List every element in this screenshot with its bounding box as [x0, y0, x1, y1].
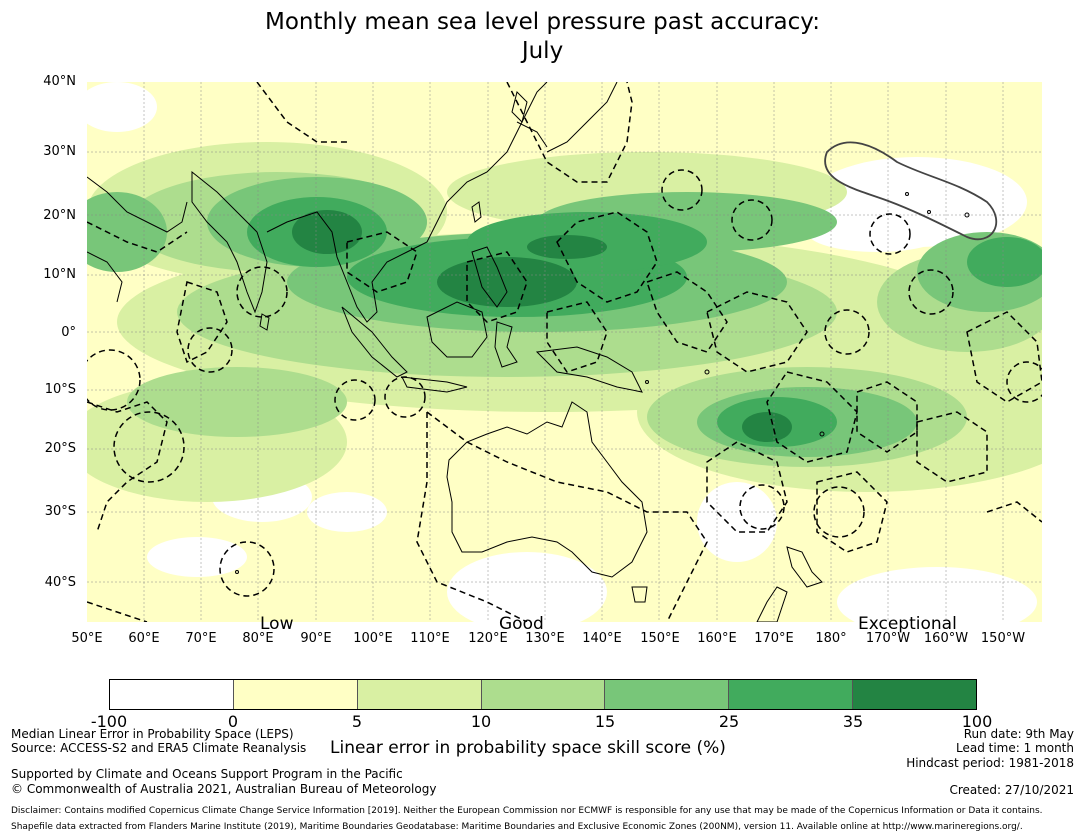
coastlines [87, 82, 970, 622]
lon-label-180: 180° [815, 631, 847, 646]
lon-label-140e: 140°E [582, 631, 622, 646]
lon-label-160e: 160°E [697, 631, 737, 646]
colorbar-tick: 10 [470, 712, 492, 731]
colorbar-segment [605, 680, 730, 709]
lon-label-50e: 50°E [71, 631, 103, 646]
colorbar-segment [481, 680, 606, 709]
lat-label-10n: 10°N [43, 267, 76, 282]
footer-method: Median Linear Error in Probability Space… [11, 727, 294, 741]
colorbar-segment [729, 680, 854, 709]
colorbar-tick: 100 [961, 712, 993, 731]
lon-label-90e: 90°E [300, 631, 332, 646]
run-date: Run date: 9th May [963, 727, 1074, 741]
eez-boundaries [87, 82, 1042, 622]
lon-label-100e: 100°E [353, 631, 393, 646]
colorbar [109, 679, 977, 710]
map-title-line2: July [521, 38, 564, 64]
lon-label-150e: 150°E [640, 631, 680, 646]
colorbar-segment [110, 680, 234, 709]
lat-label-0: 0° [61, 325, 76, 340]
band-label-good: Good [499, 614, 544, 634]
skill-map [87, 82, 1042, 622]
lon-label-60e: 60°E [128, 631, 160, 646]
lon-label-170w: 170°W [865, 631, 911, 646]
lon-label-80e: 80°E [242, 631, 274, 646]
colorbar-segment [233, 680, 358, 709]
colorbar-tick: 35 [842, 712, 864, 731]
lon-label-160w: 160°W [923, 631, 969, 646]
highlight-region-outline [824, 141, 998, 241]
colorbar-segment [853, 680, 977, 709]
lat-label-20n: 20°N [43, 208, 76, 223]
lat-label-30s: 30°S [44, 504, 76, 519]
colorbar-tick: 15 [594, 712, 616, 731]
colorbar-tick: 5 [351, 712, 363, 731]
lon-label-170e: 170°E [754, 631, 794, 646]
lat-label-10s: 10°S [44, 382, 76, 397]
colorbar-tick: 0 [227, 712, 239, 731]
lon-label-110e: 110°E [410, 631, 450, 646]
hindcast-period: Hindcast period: 1981-2018 [906, 756, 1074, 770]
lat-label-40s: 40°S [44, 575, 76, 590]
map-title-line1: Monthly mean sea level pressure past acc… [265, 9, 820, 35]
footer-source: Source: ACCESS-S2 and ERA5 Climate Reana… [11, 741, 307, 755]
disclaimer-shapefile: Shapefile data extracted from Flanders M… [11, 822, 1023, 832]
lat-label-40n: 40°N [43, 74, 76, 89]
created-date: Created: 27/10/2021 [949, 783, 1074, 797]
lat-label-30n: 30°N [43, 144, 76, 159]
band-label-low: Low [260, 614, 294, 634]
lon-label-130e: 130°E [525, 631, 565, 646]
lon-label-70e: 70°E [185, 631, 217, 646]
colorbar-tick: 25 [718, 712, 740, 731]
band-label-exceptional: Exceptional [858, 614, 957, 634]
lead-time: Lead time: 1 month [955, 741, 1074, 755]
lon-label-120e: 120°E [468, 631, 508, 646]
footer-copyright: © Commonwealth of Australia 2021, Austra… [11, 782, 437, 796]
lon-label-150w: 150°W [980, 631, 1026, 646]
colorbar-label: Linear error in probability space skill … [330, 738, 726, 758]
disclaimer-copernicus: Disclaimer: Contains modified Copernicus… [11, 806, 1043, 816]
footer-support: Supported by Climate and Oceans Support … [11, 767, 403, 781]
exceptional-skill-areas [292, 210, 792, 442]
colorbar-segment [357, 680, 482, 709]
lat-label-20s: 20°S [44, 441, 76, 456]
colorbar-tick: -100 [90, 712, 128, 731]
